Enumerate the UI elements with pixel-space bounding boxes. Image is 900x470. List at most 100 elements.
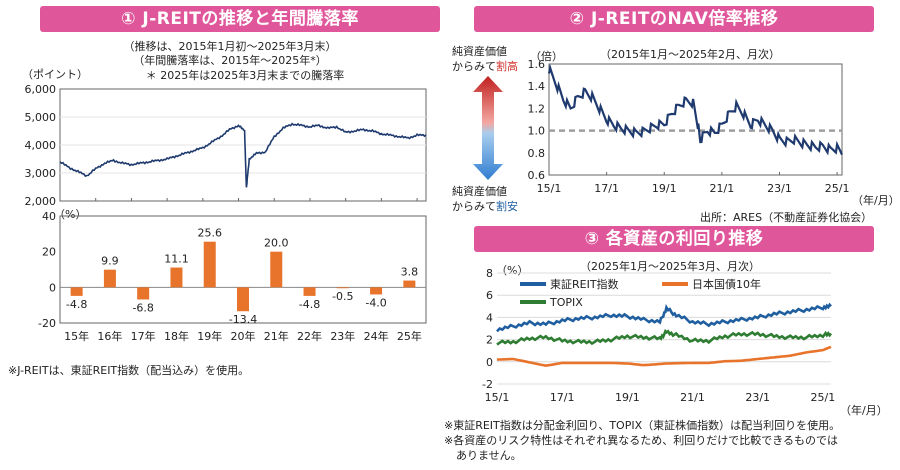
bar-21年 <box>270 251 283 288</box>
bar-23年 <box>336 287 349 289</box>
high-label-line1: 純資産価値 <box>452 45 507 58</box>
series-line-2 <box>496 328 833 346</box>
panel3-title: ③ 各資産の利回り推移 <box>474 226 874 252</box>
y-tick-label: 1.0 <box>528 125 546 138</box>
bar-data-label: -13.4 <box>229 313 257 326</box>
y-tick-label: 0.8 <box>528 147 546 160</box>
bar-data-label: -4.8 <box>66 298 87 311</box>
x-tick-label: 19/1 <box>652 182 677 195</box>
plot-frame <box>59 215 427 324</box>
y-tick-label: 1.6 <box>528 58 546 71</box>
x-tick-label: 21/1 <box>710 182 735 195</box>
panel2-source: 出所：ARES（不動産証券化協会） <box>700 211 873 224</box>
x-tick-label: 21年 <box>264 329 289 343</box>
x-tick-label: 23/1 <box>745 391 770 404</box>
high-label-emphasis: 割高 <box>496 60 518 73</box>
x-tick-label: 16年 <box>97 329 122 343</box>
x-tick-label: 15/1 <box>485 391 510 404</box>
y-tick-label: -2 <box>482 378 493 391</box>
x-tick-label: 20年 <box>231 329 256 343</box>
bar-15年 <box>70 287 83 296</box>
bar-data-label: -0.5 <box>332 290 353 303</box>
legend-label: 日本国債10年 <box>692 277 761 291</box>
x-tick-label: 15/1 <box>537 182 562 195</box>
y-tick-label: 1.4 <box>528 80 546 93</box>
low-label-prefix: からみて <box>452 200 496 213</box>
x-tick-label: 24年 <box>364 329 389 343</box>
x-tick-label: 15年 <box>64 329 89 343</box>
panel1-unit-bottom: （%） <box>54 208 87 221</box>
panel2-subtitle: （2015年1月～2025年2月、月次） <box>600 48 780 61</box>
panel1-footnote: ※J-REITは、東証REIT指数（配当込み）を使用。 <box>8 364 250 377</box>
y-tick-label: 1.2 <box>528 102 546 115</box>
x-tick-label: 25年 <box>397 329 422 343</box>
series-line-jreit <box>59 122 427 188</box>
y-tick-label: 8 <box>486 267 493 280</box>
high-label-line2: からみて割高 <box>452 58 518 74</box>
series-line-nav-ratio <box>547 63 843 156</box>
bar-data-label: 25.6 <box>197 227 222 240</box>
legend-label: 東証REIT指数 <box>550 277 619 291</box>
x-tick-label: 23年 <box>330 329 355 343</box>
panel3-note-2: ※各資産のリスク特性はそれぞれ異なるため、利回りだけで比較できるものでは <box>444 434 838 447</box>
y-tick-label: -20 <box>38 317 56 330</box>
bar-data-label: 3.8 <box>401 266 419 279</box>
series-line-0 <box>496 302 832 333</box>
series-line-1 <box>496 345 832 368</box>
bar-22年 <box>303 287 316 296</box>
panel2-title: ② J-REITのNAV倍率推移 <box>474 6 874 32</box>
x-tick-label: 17/1 <box>550 391 575 404</box>
low-label-emphasis: 割安 <box>496 200 518 213</box>
y-tick-label: 6 <box>486 289 493 302</box>
y-tick-label: 0 <box>49 281 56 294</box>
panel1-subtitle-1: （推移は、2015年1月初～2025年3月末） <box>123 40 337 53</box>
x-tick-label: 19年 <box>197 329 222 343</box>
low-label-line1: 純資産価値 <box>452 185 507 198</box>
x-tick-label: 25/1 <box>825 182 850 195</box>
bar-20年 <box>237 287 249 312</box>
panel1-subtitle-3: ＊ 2025年は2025年3月末までの騰落率 <box>145 69 345 82</box>
x-tick-label: 17年 <box>131 329 156 343</box>
panel3-unit: （%） <box>496 264 529 277</box>
panel3-note-3: ありません。 <box>456 449 522 462</box>
high-label-prefix: からみて <box>452 60 496 73</box>
panel1-title: ① J-REITの推移と年間騰落率 <box>40 6 440 32</box>
x-tick-label: 18年 <box>164 329 189 343</box>
bar-data-label: 9.9 <box>101 255 119 268</box>
panel3-subtitle: （2025年1月～2025年3月、月次） <box>580 260 760 273</box>
panel3-x-unit: （年/月） <box>840 404 888 417</box>
panel3-note-1: ※東証REIT指数は分配金利回り、TOPIX（東証株価指数）は配当利回りを使用。 <box>444 419 841 432</box>
plot-frame <box>548 63 843 176</box>
low-label-line2: からみて割安 <box>452 198 518 214</box>
panel2-x-unit: （年/月） <box>852 194 900 207</box>
bar-data-label: 11.1 <box>164 253 189 266</box>
x-tick-label: 17/1 <box>594 182 619 195</box>
panel1-subtitle-2: （年間騰落率は、2015年～2025年*） <box>133 54 327 67</box>
x-tick-label: 23/1 <box>767 182 792 195</box>
y-tick-label: 6,000 <box>25 83 57 96</box>
bar-16年 <box>103 269 116 288</box>
bar-25年 <box>403 280 416 288</box>
bar-data-label: 20.0 <box>264 237 289 250</box>
panel1-unit-top: （ポイント） <box>22 68 88 81</box>
x-tick-label: 19/1 <box>615 391 640 404</box>
y-tick-label: 0 <box>486 356 493 369</box>
bar-data-label: -4.8 <box>299 298 320 311</box>
bar-data-label: -4.0 <box>365 296 386 309</box>
bar-19年 <box>203 241 216 288</box>
x-tick-label: 22年 <box>297 329 322 343</box>
legend-label: TOPIX <box>549 296 583 309</box>
y-tick-label: 5,000 <box>25 111 57 124</box>
y-tick-label: 3,000 <box>25 167 57 180</box>
bar-24年 <box>370 287 383 295</box>
bar-18年 <box>170 267 183 288</box>
y-tick-label: 4 <box>486 311 493 324</box>
y-tick-label: 4,000 <box>25 139 57 152</box>
y-tick-label: 2 <box>486 334 493 347</box>
x-tick-label: 21/1 <box>680 391 705 404</box>
bar-data-label: -6.8 <box>132 301 153 314</box>
